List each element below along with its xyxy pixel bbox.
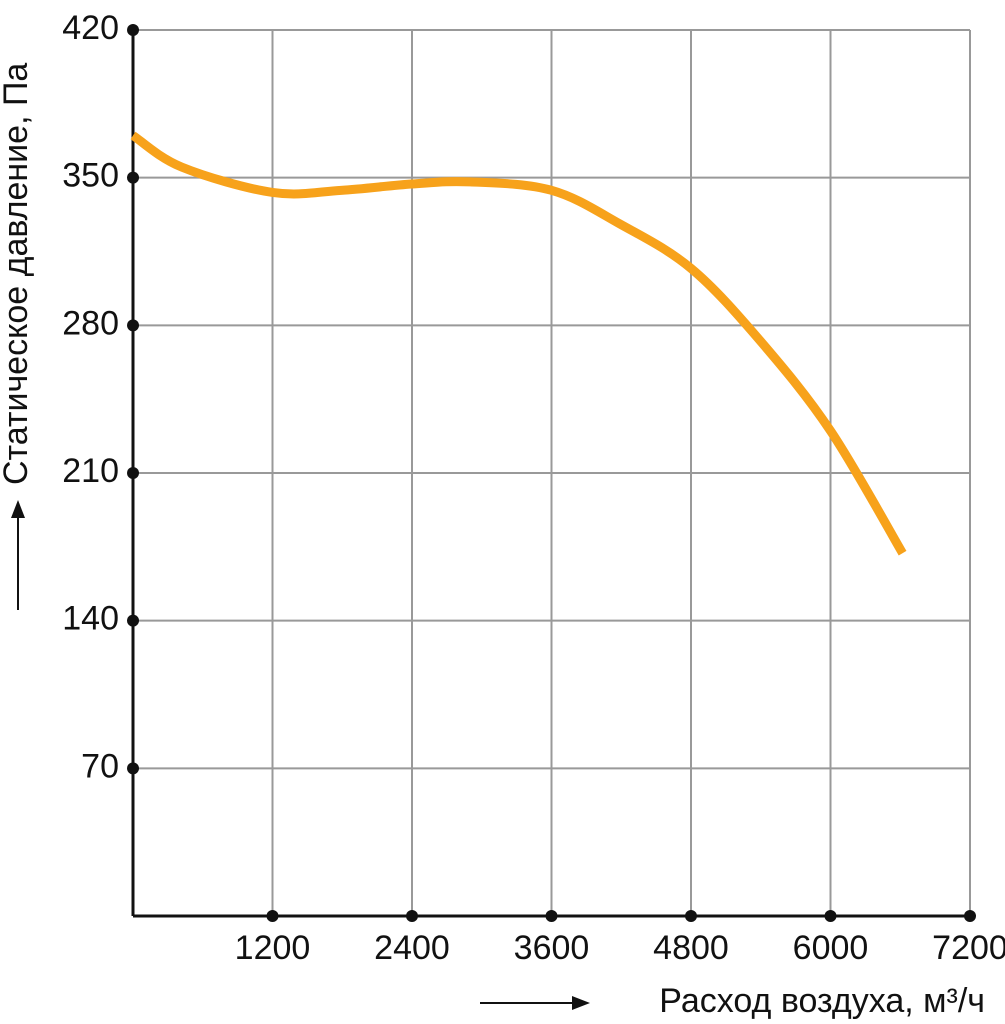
x-tick-label: 2400 <box>374 929 450 967</box>
y-tick-label: 350 <box>62 157 119 195</box>
curve <box>130 131 907 556</box>
y-tick-label: 210 <box>62 452 119 490</box>
y-tick-label: 420 <box>62 9 119 47</box>
x-tick-label: 4800 <box>653 929 729 967</box>
y-tick-label: 70 <box>81 747 119 785</box>
y-arrow-head <box>11 500 25 518</box>
y-axis-label: Статическое давление, Па <box>0 63 35 485</box>
x-tick-label: 6000 <box>793 929 869 967</box>
x-axis-label: Расход воздуха, м³/ч <box>659 982 985 1020</box>
x-arrow-head <box>572 996 590 1010</box>
x-tick-label: 3600 <box>514 929 590 967</box>
x-tick-label: 1200 <box>235 929 311 967</box>
y-tick-label: 140 <box>62 600 119 638</box>
x-tick-label: 7200 <box>932 929 1005 967</box>
y-tick-label: 280 <box>62 304 119 342</box>
